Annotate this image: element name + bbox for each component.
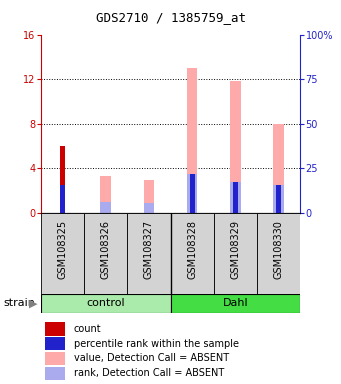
Text: GSM108325: GSM108325	[58, 220, 68, 279]
Text: GSM108329: GSM108329	[230, 220, 240, 279]
Bar	[45, 366, 65, 380]
Bar	[273, 185, 284, 213]
Text: strain: strain	[3, 298, 35, 308]
Bar	[257, 213, 300, 294]
Text: GSM108330: GSM108330	[273, 220, 283, 279]
Bar	[144, 203, 154, 213]
Bar	[170, 294, 300, 313]
Text: ▶: ▶	[29, 298, 38, 308]
Bar	[187, 174, 197, 213]
Bar	[127, 213, 170, 294]
Bar	[230, 81, 241, 213]
Text: control: control	[86, 298, 125, 308]
Bar	[45, 322, 65, 336]
Text: Dahl: Dahl	[222, 298, 248, 308]
Text: GSM108328: GSM108328	[187, 220, 197, 279]
Text: GSM108326: GSM108326	[101, 220, 111, 279]
Bar	[214, 213, 257, 294]
Bar	[276, 185, 281, 213]
Bar	[187, 68, 197, 213]
Text: rank, Detection Call = ABSENT: rank, Detection Call = ABSENT	[74, 368, 224, 378]
Bar	[190, 174, 195, 213]
Bar	[100, 202, 111, 213]
Bar	[45, 337, 65, 350]
Bar	[41, 294, 170, 313]
Bar	[60, 185, 65, 213]
Text: GDS2710 / 1385759_at: GDS2710 / 1385759_at	[95, 11, 246, 24]
Bar	[233, 182, 238, 213]
Bar	[144, 180, 154, 213]
Bar	[100, 176, 111, 213]
Bar	[84, 213, 127, 294]
Text: GSM108327: GSM108327	[144, 220, 154, 279]
Text: value, Detection Call = ABSENT: value, Detection Call = ABSENT	[74, 353, 229, 364]
Bar	[170, 213, 214, 294]
Bar	[230, 182, 241, 213]
Text: count: count	[74, 324, 102, 334]
Bar	[41, 213, 84, 294]
Bar	[45, 352, 65, 365]
Bar	[273, 124, 284, 213]
Bar	[60, 146, 65, 213]
Text: percentile rank within the sample: percentile rank within the sample	[74, 339, 239, 349]
